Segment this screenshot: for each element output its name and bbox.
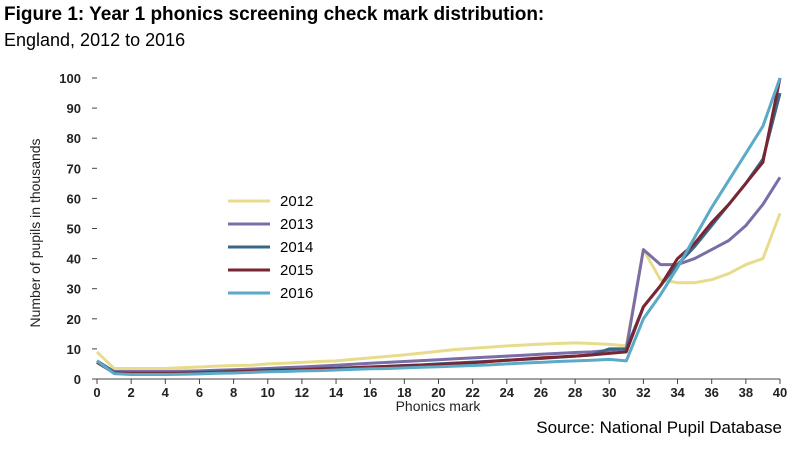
chart-title: Figure 1: Year 1 phonics screening check… xyxy=(4,4,545,25)
x-tick-label: 26 xyxy=(534,385,548,400)
chart-subtitle: England, 2012 to 2016 xyxy=(4,30,186,50)
x-tick-label: 18 xyxy=(397,385,411,400)
x-axis-label: Phonics mark xyxy=(396,398,482,414)
legend: 2012 2013 2014 2015 2016 xyxy=(228,193,313,302)
series-line-2014 xyxy=(96,92,782,375)
x-tick-label: 12 xyxy=(295,385,309,400)
x-tick-label: 16 xyxy=(363,385,377,400)
legend-label-2015: 2015 xyxy=(280,262,313,279)
series-line-2012 xyxy=(95,212,782,370)
x-tick-label: 38 xyxy=(739,385,753,400)
y-tick-label: 20 xyxy=(67,312,81,327)
x-tick-label: 34 xyxy=(670,385,685,400)
x-tick-label: 4 xyxy=(162,385,170,400)
x-tick-label: 40 xyxy=(773,385,787,400)
x-tick-label: 22 xyxy=(465,385,479,400)
x-tick-label: 32 xyxy=(636,385,650,400)
y-axis-label: Number of pupils in thousands xyxy=(27,138,43,327)
y-tick-label: 0 xyxy=(74,372,81,387)
x-tick-label: 6 xyxy=(196,385,203,400)
y-tick-label: 10 xyxy=(67,342,81,357)
x-tick-label: 14 xyxy=(329,385,344,400)
y-tick-label: 90 xyxy=(67,101,81,116)
y-tick-label: 60 xyxy=(67,191,81,206)
y-tick-label: 50 xyxy=(67,222,81,237)
series-line-2013 xyxy=(96,176,782,373)
y-tick-label: 80 xyxy=(67,131,81,146)
legend-label-2012: 2012 xyxy=(280,193,313,210)
x-tick-label: 8 xyxy=(230,385,237,400)
legend-label-2016: 2016 xyxy=(280,285,313,302)
x-tick-label: 20 xyxy=(431,385,445,400)
x-tick-label: 36 xyxy=(704,385,718,400)
x-tick-label: 24 xyxy=(500,385,515,400)
x-tick-label: 28 xyxy=(568,385,582,400)
x-axis-ticks: 0 2 4 6 8 10 12 14 16 18 20 22 24 26 28 30 32 34 36 38 40 xyxy=(93,379,787,400)
x-tick-label: 0 xyxy=(93,385,100,400)
source-note: Source: National Pupil Database xyxy=(536,418,782,437)
x-tick-label: 2 xyxy=(128,385,135,400)
legend-label-2014: 2014 xyxy=(280,239,313,256)
series-lines xyxy=(95,77,782,376)
y-tick-label: 40 xyxy=(67,252,81,267)
y-tick-label: 30 xyxy=(67,282,81,297)
y-tick-label: 100 xyxy=(59,71,81,86)
legend-label-2013: 2013 xyxy=(280,216,313,233)
y-tick-label: 70 xyxy=(67,161,81,176)
series-line-2015 xyxy=(96,77,782,376)
series-line-2016 xyxy=(96,77,782,376)
x-tick-label: 10 xyxy=(261,385,275,400)
x-tick-label: 30 xyxy=(602,385,616,400)
y-axis-ticks: 0 10 20 30 40 50 60 70 80 90 100 xyxy=(59,71,97,387)
